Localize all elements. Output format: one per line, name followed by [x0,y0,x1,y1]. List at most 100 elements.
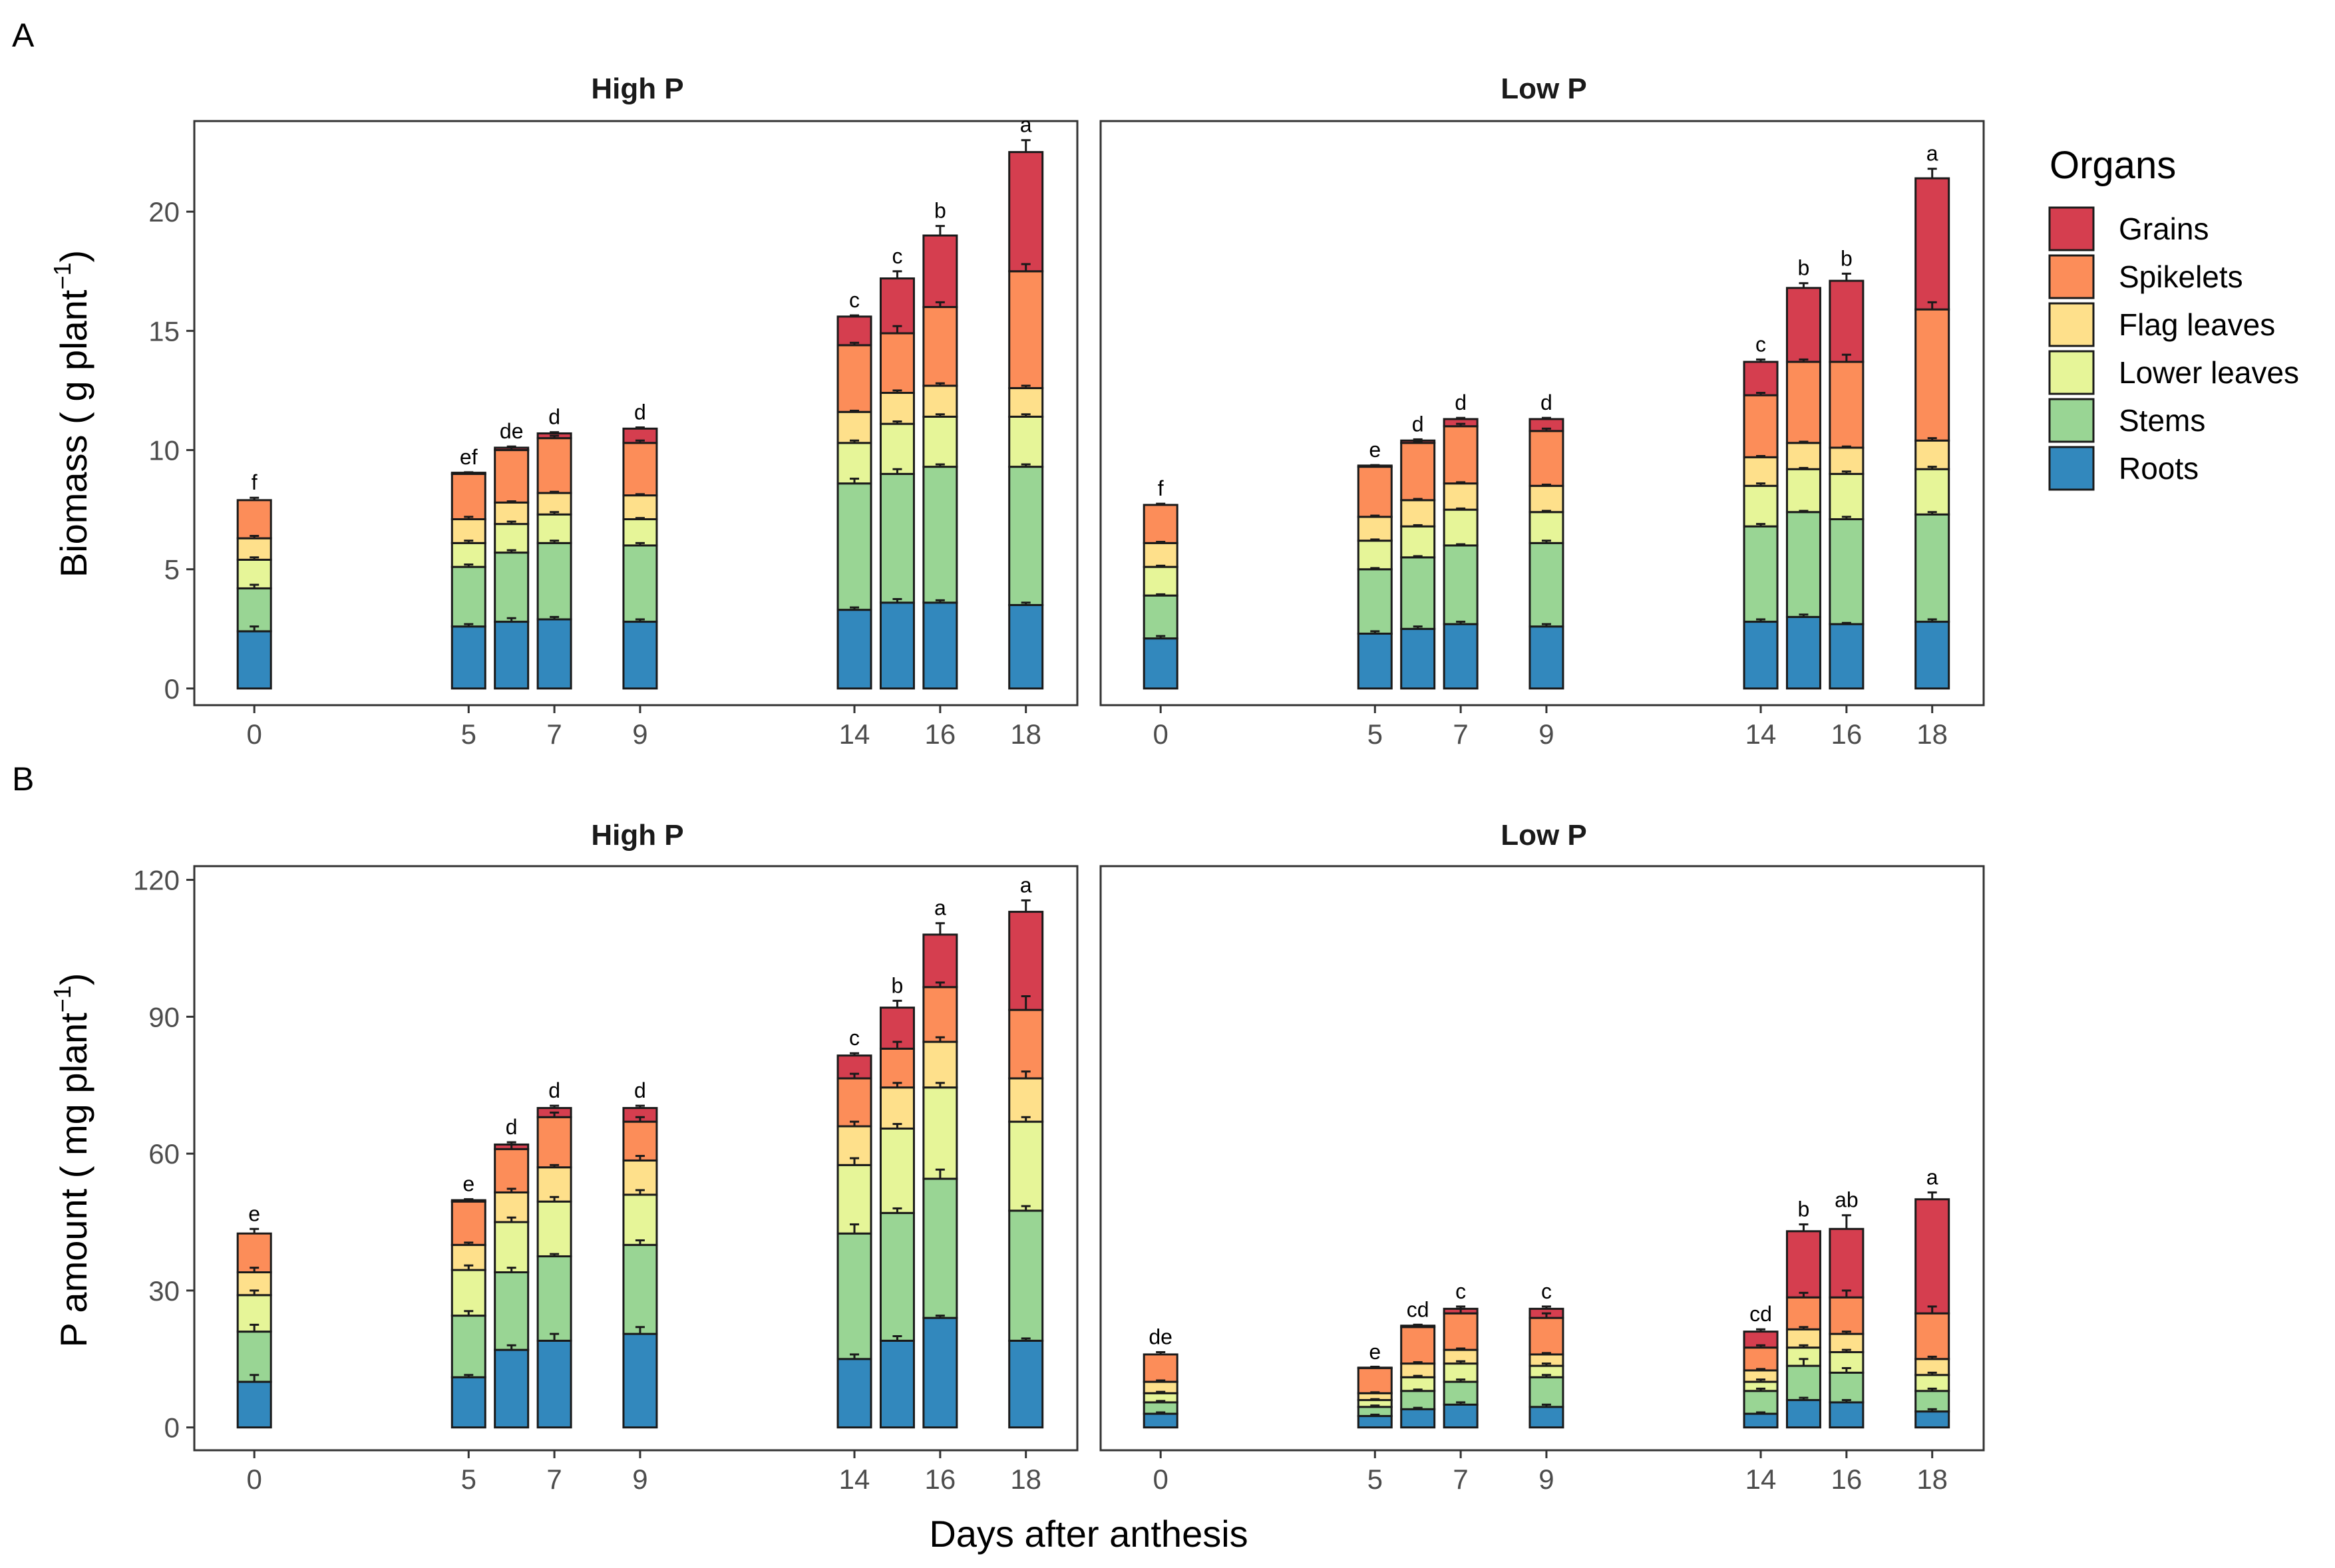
bar-segment-p0-0-day14-grains [836,315,872,347]
bar-segment-p0-0-day6-lower-leaves [494,523,530,554]
x-tick-label-p1-0-5: 5 [461,1464,476,1495]
bar-segment-p1-0-day15-lower-leaves [879,1127,915,1214]
y-axis-title-b-sup: −1 [49,985,76,1013]
bar-group-p0-1-day14: c [1743,332,1779,690]
x-tick-label-p0-1-5: 5 [1367,718,1383,750]
bar-segment-p1-0-day9-roots [622,1333,658,1429]
legend-key-grains [2048,206,2095,251]
bar-segment-p0-1-day6-stems [1400,556,1436,630]
bar-segment-p0-0-day5-roots [450,625,486,690]
bar-segment-p1-0-day7-stems [536,1255,572,1342]
bar-segment-p0-1-day0-roots [1143,637,1178,690]
bar-segment-p0-0-day16-grains [922,234,958,309]
significance-letter-p0-0-day9: d [634,400,646,424]
bar-segment-p0-1-day9-stems [1528,542,1564,628]
bar-group-p0-1-day6: d [1400,412,1436,690]
bar-group-p0-1-day7: d [1443,391,1479,690]
bar-segment-p1-0-day5-lower-leaves [450,1269,486,1317]
y-axis-title-b: P amount ( mg plant−1) [49,973,94,1348]
bar-group-p1-1-day7: c [1443,1279,1479,1429]
legend-label-grains: Grains [2119,212,2209,246]
bar-group-p1-1-day0: de [1143,1325,1178,1429]
legend-key-stems [2048,398,2095,443]
bar-segment-p0-1-day6-spikelets [1400,442,1436,502]
significance-letter-p1-1-day14: cd [1749,1302,1772,1326]
bar-group-p1-0-day9: d [622,1078,658,1429]
bar-group-p1-0-day18: a [1008,873,1044,1429]
bar-segment-p0-0-day5-spikelets [450,472,486,520]
bar-segment-p0-0-day16-roots [922,601,958,690]
bar-segment-p1-0-day18-flag-leaves [1008,1077,1044,1123]
bar-group-p0-0-day18: a [1008,113,1044,690]
bar-segment-p1-0-day16-lower-leaves [922,1086,958,1180]
bar-segment-p1-0-day9-spikelets [622,1120,658,1162]
panel-p1-1: 0 5 7 9 14 16 18 de e cd c c cd b ab a [1099,865,1985,1495]
y-tick-label-p1-0-0: 0 [164,1412,180,1444]
x-tick-label-p0-1-0: 0 [1153,718,1168,750]
bar-segment-p1-1-day7-roots [1443,1403,1479,1429]
bar-segment-p0-0-day7-lower-leaves [536,513,572,544]
significance-letter-p1-1-day7: c [1455,1279,1466,1303]
facet-title-b-low: Low P [1501,819,1587,852]
bar-group-p1-0-day5: e [450,1172,486,1429]
legend: Organs Grains Spikelets Flag leaves Lower l… [2048,144,2299,491]
significance-letter-p1-0-day9: d [634,1078,646,1102]
bar-segment-p1-1-day14-roots [1743,1412,1779,1429]
bar-segment-p0-1-day5-spikelets [1357,466,1393,518]
bar-segment-p1-0-day7-roots [536,1339,572,1429]
bar-group-p1-0-day0: e [236,1201,272,1429]
panel-letter-a: A [12,17,35,54]
panel-border-p0-1 [1099,120,1985,706]
bar-segment-p1-0-day6-lower-leaves [494,1221,530,1273]
bar-segment-p0-1-day15-roots [1785,615,1821,690]
bar-group-p0-0-day15: c [879,244,915,690]
legend-label-spikelets: Spikelets [2119,259,2243,294]
x-tick-label-p0-0-5: 5 [461,718,476,750]
bar-segment-p0-1-day15-lower-leaves [1785,468,1821,514]
bar-segment-p1-1-day14-stems [1743,1390,1779,1415]
bar-group-p1-1-day18: a [1914,1165,1950,1429]
x-tick-label-p1-0-18: 18 [1010,1464,1041,1495]
y-tick-label-p1-0-120: 120 [133,865,180,896]
x-tick-label-p1-0-14: 14 [839,1464,870,1495]
bar-segment-p0-0-day16-spikelets [922,306,958,387]
bar-group-p0-0-day7: d [536,405,572,690]
bar-segment-p1-0-day7-lower-leaves [536,1200,572,1257]
legend-label-roots: Roots [2119,451,2199,486]
bar-segment-p0-1-day16-flag-leaves [1829,446,1865,475]
bar-segment-p1-0-day6-stems [494,1271,530,1351]
bar-segment-p0-1-day9-flag-leaves [1528,484,1564,514]
bar-group-p1-1-day9: c [1528,1279,1564,1429]
y-tick-label-p0-0-20: 20 [148,196,180,228]
bar-segment-p1-0-day0-roots [236,1380,272,1429]
bar-segment-p0-1-day5-flag-leaves [1357,516,1393,542]
significance-letter-p1-0-day15: b [892,973,904,997]
significance-letter-p0-0-day16: b [934,199,946,223]
x-tick-label-p0-1-18: 18 [1916,718,1948,750]
bar-segment-p0-1-day16-roots [1829,623,1865,690]
significance-letter-p0-1-day0: f [1158,476,1164,500]
x-tick-label-p0-0-9: 9 [632,718,647,750]
bar-segment-p0-1-day14-flag-leaves [1743,456,1779,487]
bar-segment-p1-1-day15-stems [1785,1364,1821,1402]
bar-group-p1-0-day15: b [879,973,915,1429]
bar-segment-p1-1-day5-spikelets [1357,1367,1393,1394]
bar-segment-p0-0-day18-grains [1008,151,1044,273]
bar-group-p0-1-day18: a [1914,142,1950,690]
significance-letter-p1-0-day16: a [934,896,946,920]
bar-segment-p1-1-day18-roots [1914,1410,1950,1429]
bar-segment-p0-1-day0-stems [1143,594,1178,640]
bar-segment-p1-1-day7-stems [1443,1380,1479,1406]
significance-letter-p1-0-day18: a [1020,873,1032,897]
bar-segment-p1-0-day14-spikelets [836,1077,872,1128]
bar-segment-p1-0-day15-roots [879,1339,915,1429]
bar-segment-p0-0-day6-spikelets [494,449,530,504]
bar-segment-p0-1-day9-lower-leaves [1528,511,1564,544]
x-tick-label-p0-1-9: 9 [1538,718,1554,750]
bar-segment-p1-0-day18-roots [1008,1339,1044,1429]
bar-group-p1-0-day6: d [494,1115,530,1429]
bar-segment-p0-1-day16-grains [1829,279,1865,363]
bar-segment-p0-1-day16-lower-leaves [1829,472,1865,520]
significance-letter-p0-1-day15: b [1798,256,1810,280]
